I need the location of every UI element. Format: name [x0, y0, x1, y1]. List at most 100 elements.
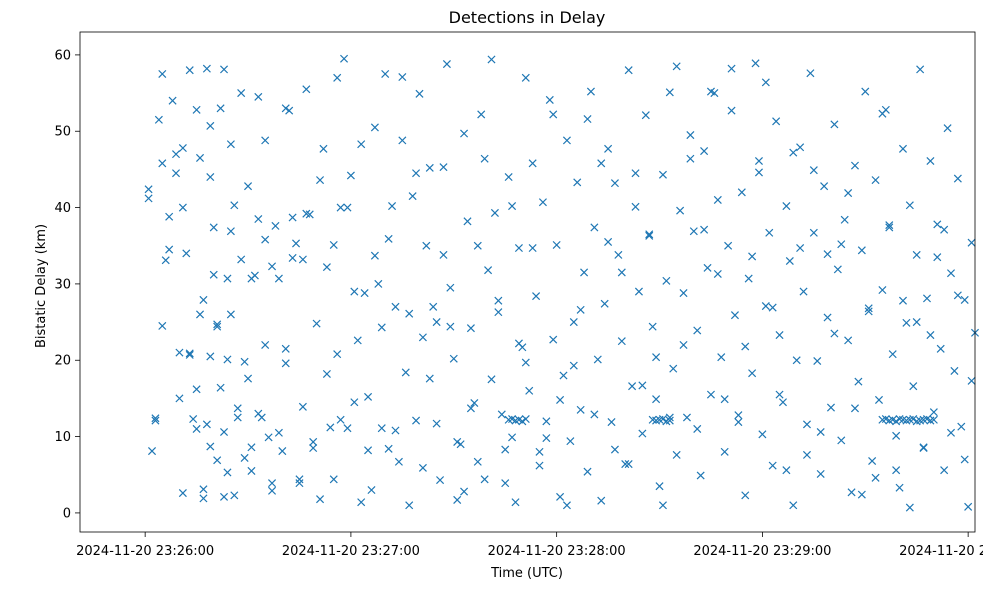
data-markers	[144, 54, 980, 512]
data-point	[532, 292, 541, 301]
data-point	[292, 239, 301, 248]
data-point	[165, 212, 174, 221]
data-point	[439, 250, 448, 259]
data-point	[178, 203, 187, 212]
data-point	[185, 349, 194, 358]
data-point	[850, 161, 860, 170]
data-point	[844, 189, 853, 198]
data-point	[549, 110, 558, 119]
data-point	[281, 104, 290, 113]
data-point	[535, 461, 544, 470]
data-point	[213, 456, 222, 465]
data-point	[885, 221, 894, 230]
data-point	[916, 65, 925, 74]
data-point	[610, 179, 619, 188]
data-point	[744, 274, 753, 283]
data-point	[521, 73, 530, 82]
data-point	[789, 501, 798, 510]
chart-title: Detections in Delay	[449, 8, 606, 27]
data-point	[281, 344, 290, 353]
data-point	[432, 318, 441, 327]
data-point	[576, 405, 585, 414]
data-point	[936, 344, 945, 353]
data-point	[727, 106, 736, 115]
data-point	[645, 231, 654, 240]
data-point	[778, 398, 787, 407]
data-point	[686, 131, 695, 140]
data-point	[761, 78, 770, 87]
data-point	[902, 318, 911, 327]
data-point	[326, 423, 335, 432]
data-point	[439, 163, 448, 172]
data-point	[233, 404, 242, 413]
data-point	[319, 144, 328, 153]
y-tick-label: 20	[54, 354, 71, 369]
data-point	[298, 402, 307, 411]
data-point	[171, 169, 181, 178]
data-point	[244, 374, 253, 383]
plot-area	[79, 31, 980, 533]
data-point	[556, 492, 565, 501]
data-point	[665, 88, 674, 97]
data-point	[785, 256, 794, 266]
data-point	[538, 198, 547, 207]
data-point	[384, 444, 393, 453]
data-point	[634, 287, 643, 296]
data-point	[542, 417, 551, 426]
data-point	[967, 238, 976, 247]
data-point	[751, 59, 760, 68]
data-point	[309, 444, 318, 453]
data-point	[226, 140, 235, 149]
data-point	[240, 357, 249, 366]
data-point	[580, 268, 589, 277]
data-point	[614, 250, 623, 259]
data-point	[490, 208, 499, 217]
data-point	[521, 358, 530, 367]
data-point	[624, 460, 633, 469]
data-point	[285, 106, 294, 115]
data-point	[357, 140, 366, 149]
data-point	[254, 409, 263, 418]
data-point	[528, 244, 537, 253]
data-point	[754, 168, 763, 177]
data-point	[552, 240, 561, 250]
data-point	[638, 429, 647, 438]
data-point	[679, 340, 688, 350]
data-point	[405, 309, 414, 318]
data-point	[494, 308, 503, 317]
data-point	[436, 476, 445, 485]
data-point	[213, 320, 222, 329]
data-point	[960, 455, 969, 464]
data-point	[706, 87, 715, 96]
x-tick-label: 2024-11-20 23:29:00	[693, 544, 831, 559]
y-tick-label: 60	[54, 48, 71, 63]
x-axis-ticks: 2024-11-20 23:26:00 2024-11-20 23:27:00 20…	[76, 532, 983, 559]
data-point	[816, 469, 825, 479]
data-point	[288, 253, 297, 262]
data-point	[213, 322, 222, 331]
data-point	[597, 496, 606, 505]
data-point	[298, 255, 307, 264]
data-point	[871, 176, 880, 185]
data-point	[247, 443, 256, 452]
data-point	[209, 223, 218, 232]
data-point	[497, 410, 506, 419]
data-point	[412, 169, 421, 178]
data-point	[391, 426, 400, 435]
data-point	[268, 262, 277, 271]
x-tick-label: 2024-11-20 23:30:00	[899, 544, 983, 559]
data-point	[460, 129, 469, 138]
data-point	[514, 339, 523, 348]
data-point	[394, 457, 403, 466]
data-point	[223, 355, 232, 364]
data-point	[662, 276, 671, 285]
data-point	[429, 302, 438, 311]
data-point	[487, 375, 496, 384]
data-point	[329, 240, 338, 250]
data-point	[219, 492, 229, 501]
data-point	[374, 279, 383, 288]
data-point	[247, 274, 256, 283]
data-point	[346, 171, 355, 180]
